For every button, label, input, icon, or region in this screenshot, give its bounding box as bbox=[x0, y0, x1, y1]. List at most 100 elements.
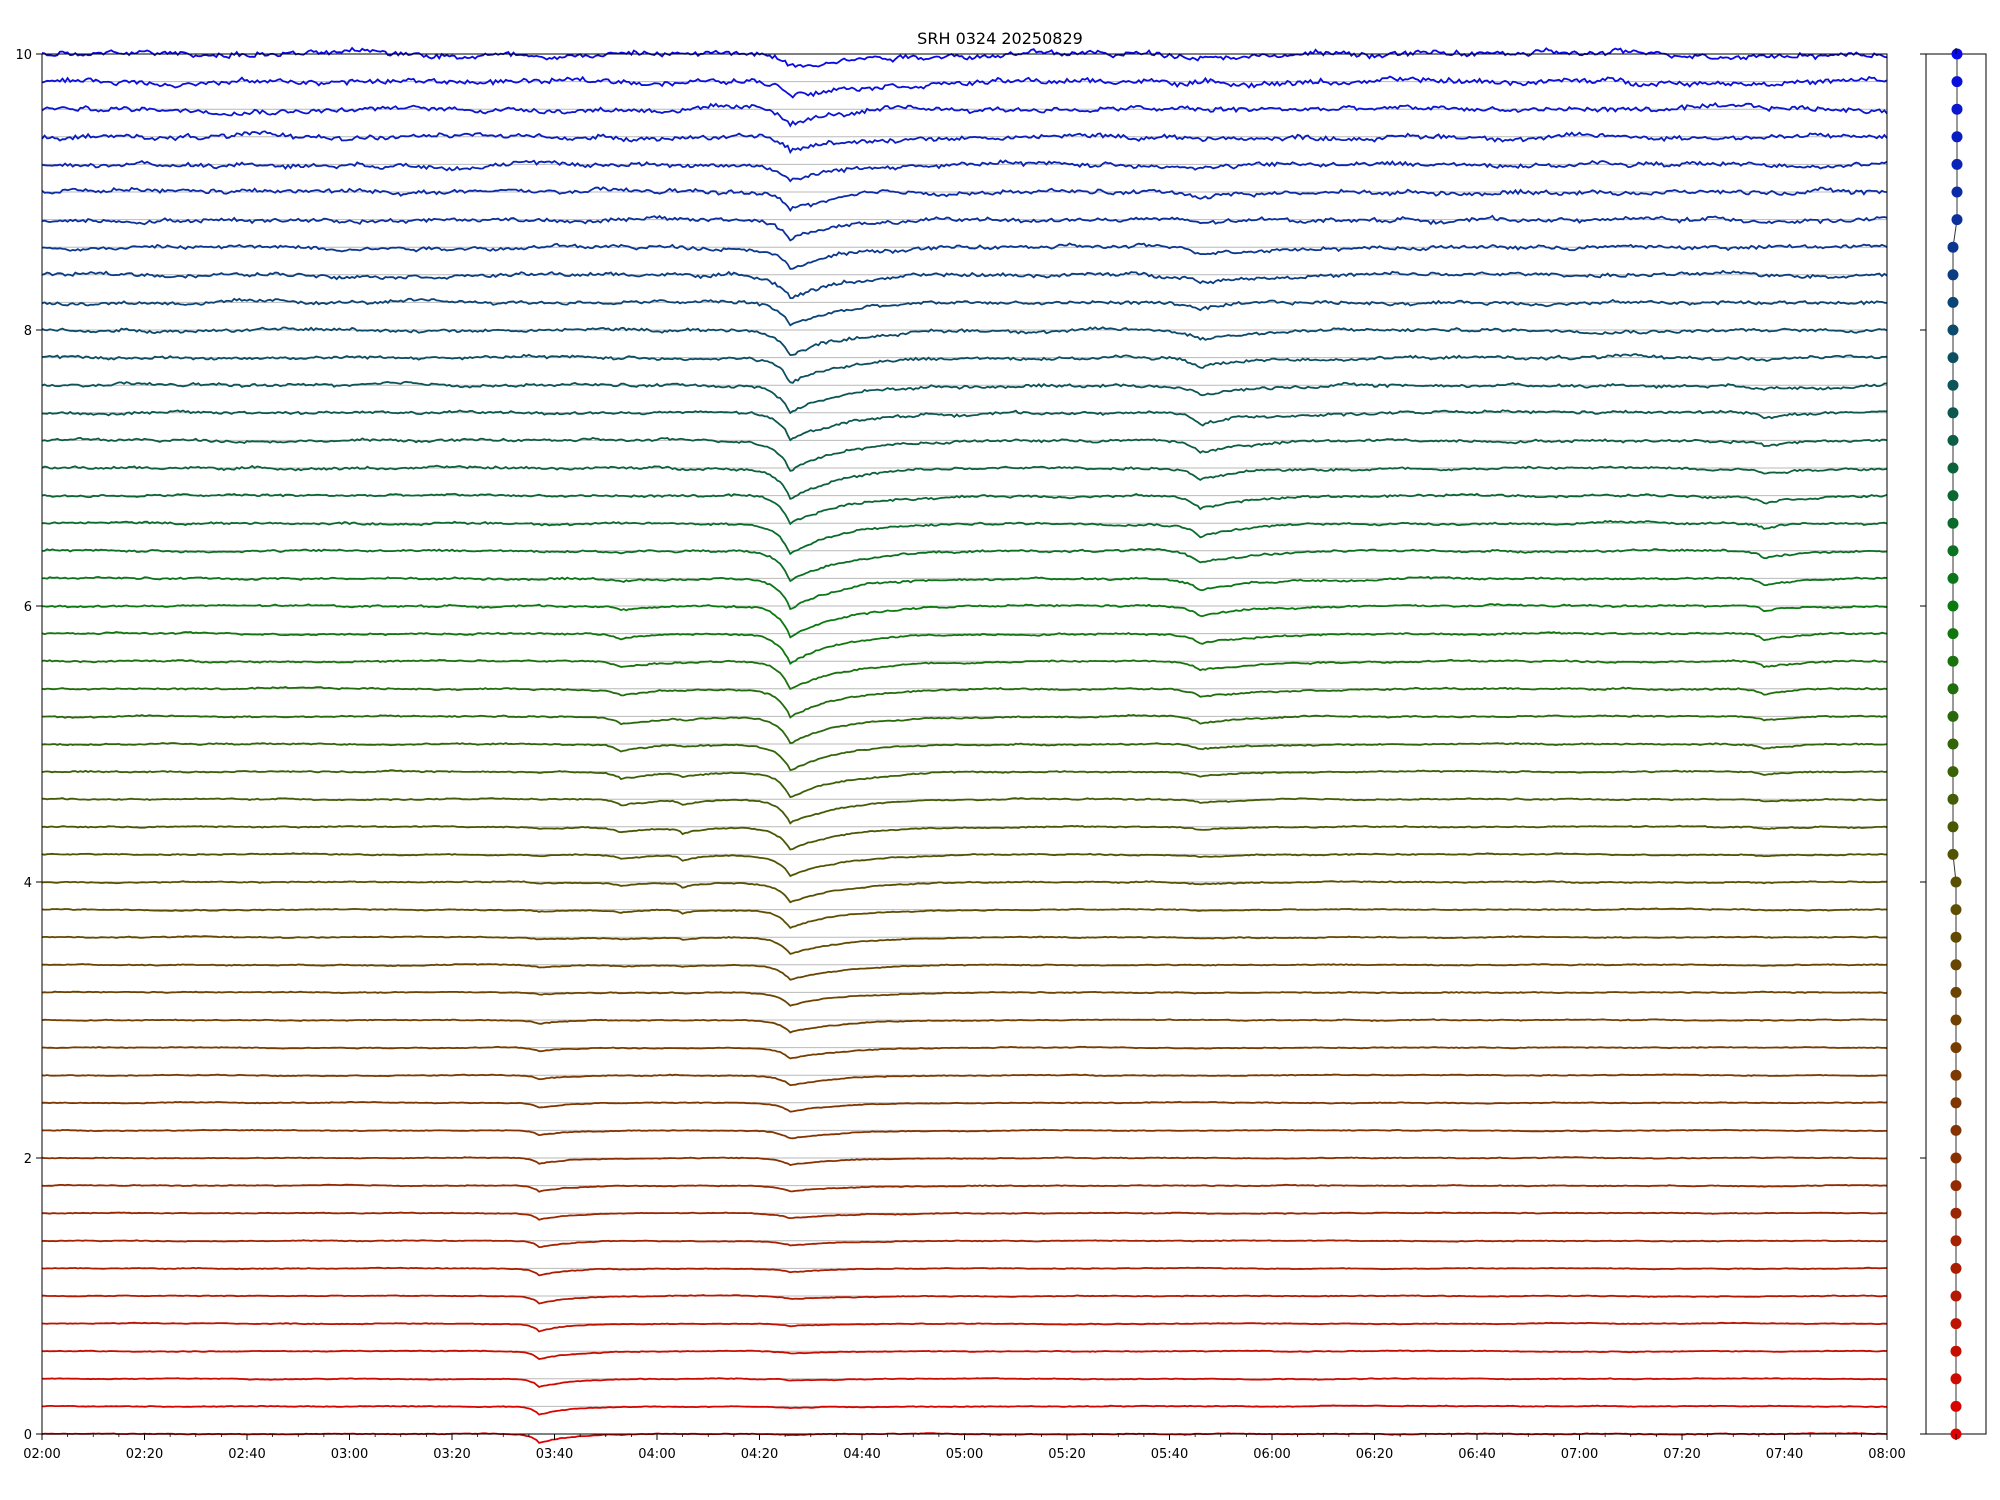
series-line-30 bbox=[41, 603, 1888, 639]
side-marker-25 bbox=[1947, 738, 1959, 750]
traces-group bbox=[41, 46, 1888, 1444]
x-tick-label: 08:00 bbox=[1868, 1447, 1905, 1462]
side-marker-16 bbox=[1950, 986, 1962, 998]
series-line-47 bbox=[41, 130, 1888, 155]
series-line-42 bbox=[41, 269, 1888, 300]
side-marker-33 bbox=[1947, 517, 1959, 529]
x-tick-label: 03:40 bbox=[536, 1447, 573, 1462]
series-line-10 bbox=[41, 1156, 1888, 1167]
x-tick-label: 06:00 bbox=[1253, 1447, 1290, 1462]
series-line-15 bbox=[41, 1018, 1888, 1034]
series-line-48 bbox=[41, 102, 1888, 128]
series-line-20 bbox=[41, 880, 1888, 904]
y-axis: 0 2 4 6 8 10 bbox=[15, 48, 1926, 1443]
series-line-35 bbox=[41, 464, 1888, 501]
side-marker-42 bbox=[1947, 269, 1959, 281]
series-line-3 bbox=[41, 1349, 1888, 1360]
series-line-45 bbox=[41, 186, 1888, 213]
x-tick-label: 03:20 bbox=[433, 1447, 470, 1462]
side-marker-27 bbox=[1947, 683, 1959, 695]
side-marker-23 bbox=[1947, 793, 1959, 805]
side-marker-9 bbox=[1950, 1180, 1962, 1192]
series-line-4 bbox=[41, 1321, 1888, 1333]
side-marker-19 bbox=[1950, 904, 1962, 916]
series-line-1 bbox=[41, 1404, 1888, 1416]
side-marker-44 bbox=[1951, 214, 1963, 226]
side-marker-41 bbox=[1947, 296, 1959, 308]
x-tick-label: 03:00 bbox=[331, 1447, 368, 1462]
series-line-9 bbox=[41, 1183, 1888, 1193]
side-marker-15 bbox=[1950, 1014, 1962, 1026]
side-marker-48 bbox=[1951, 103, 1963, 115]
x-axis: 02:00 02:20 02:40 03:00 03:20 03:40 04:00 04:20… bbox=[23, 1434, 1906, 1462]
series-line-17 bbox=[41, 963, 1888, 981]
side-marker-7 bbox=[1950, 1235, 1962, 1247]
x-tick-label: 05:20 bbox=[1048, 1447, 1085, 1462]
side-marker-49 bbox=[1951, 76, 1963, 88]
side-marker-37 bbox=[1947, 407, 1959, 419]
series-line-2 bbox=[41, 1377, 1888, 1389]
side-panel bbox=[1947, 48, 1963, 1440]
series-line-38 bbox=[41, 380, 1887, 415]
series-line-40 bbox=[41, 326, 1888, 357]
side-marker-5 bbox=[1950, 1290, 1962, 1302]
side-marker-36 bbox=[1947, 434, 1959, 446]
series-line-29 bbox=[41, 630, 1888, 665]
side-marker-17 bbox=[1950, 959, 1962, 971]
series-line-6 bbox=[41, 1266, 1888, 1277]
series-line-37 bbox=[41, 409, 1888, 442]
side-marker-11 bbox=[1950, 1124, 1962, 1136]
y-tick-label: 0 bbox=[24, 1428, 32, 1443]
side-marker-20 bbox=[1950, 876, 1962, 888]
series-line-14 bbox=[41, 1045, 1888, 1060]
series-line-8 bbox=[42, 1211, 1888, 1221]
series-line-16 bbox=[41, 990, 1887, 1007]
side-marker-47 bbox=[1951, 131, 1963, 143]
side-marker-30 bbox=[1947, 600, 1959, 612]
side-marker-10 bbox=[1950, 1152, 1962, 1164]
x-tick-label: 05:40 bbox=[1151, 1447, 1188, 1462]
side-marker-39 bbox=[1947, 352, 1959, 364]
side-marker-1 bbox=[1950, 1400, 1962, 1412]
x-tick-label: 06:20 bbox=[1356, 1447, 1393, 1462]
side-marker-22 bbox=[1947, 821, 1959, 833]
series-line-23 bbox=[41, 797, 1888, 825]
series-line-18 bbox=[41, 935, 1888, 955]
x-tick-label: 04:40 bbox=[843, 1447, 880, 1462]
side-marker-35 bbox=[1947, 462, 1959, 474]
x-tick-label: 04:00 bbox=[638, 1447, 675, 1462]
series-line-32 bbox=[41, 548, 1888, 583]
side-marker-31 bbox=[1947, 572, 1959, 584]
side-marker-12 bbox=[1950, 1097, 1962, 1109]
x-tick-label: 02:00 bbox=[23, 1447, 60, 1462]
side-marker-3 bbox=[1950, 1345, 1962, 1357]
x-tick-label: 05:00 bbox=[946, 1447, 983, 1462]
side-marker-38 bbox=[1947, 379, 1959, 391]
side-marker-50 bbox=[1951, 48, 1963, 60]
side-marker-45 bbox=[1951, 186, 1963, 198]
series-line-13 bbox=[41, 1073, 1888, 1087]
side-marker-26 bbox=[1947, 710, 1959, 722]
series-line-7 bbox=[41, 1239, 1888, 1249]
series-line-31 bbox=[41, 575, 1888, 611]
y-tick-label: 4 bbox=[24, 876, 32, 891]
side-marker-24 bbox=[1947, 766, 1959, 778]
x-tick-label: 02:40 bbox=[228, 1447, 265, 1462]
side-marker-43 bbox=[1947, 241, 1959, 253]
series-line-27 bbox=[41, 686, 1888, 719]
y-tick-label: 6 bbox=[24, 600, 32, 615]
series-line-22 bbox=[41, 824, 1888, 851]
side-marker-4 bbox=[1950, 1318, 1962, 1330]
chart-title: SRH 0324 20250829 bbox=[917, 29, 1083, 48]
series-line-39 bbox=[41, 353, 1888, 384]
y-tick-label: 8 bbox=[24, 324, 32, 339]
side-marker-28 bbox=[1947, 655, 1959, 667]
side-marker-46 bbox=[1951, 158, 1963, 170]
series-line-24 bbox=[41, 769, 1888, 799]
series-line-26 bbox=[42, 713, 1888, 745]
x-tick-label: 07:20 bbox=[1663, 1447, 1700, 1462]
series-line-41 bbox=[41, 297, 1888, 327]
y-tick-label: 10 bbox=[15, 48, 32, 63]
series-line-28 bbox=[41, 658, 1888, 691]
